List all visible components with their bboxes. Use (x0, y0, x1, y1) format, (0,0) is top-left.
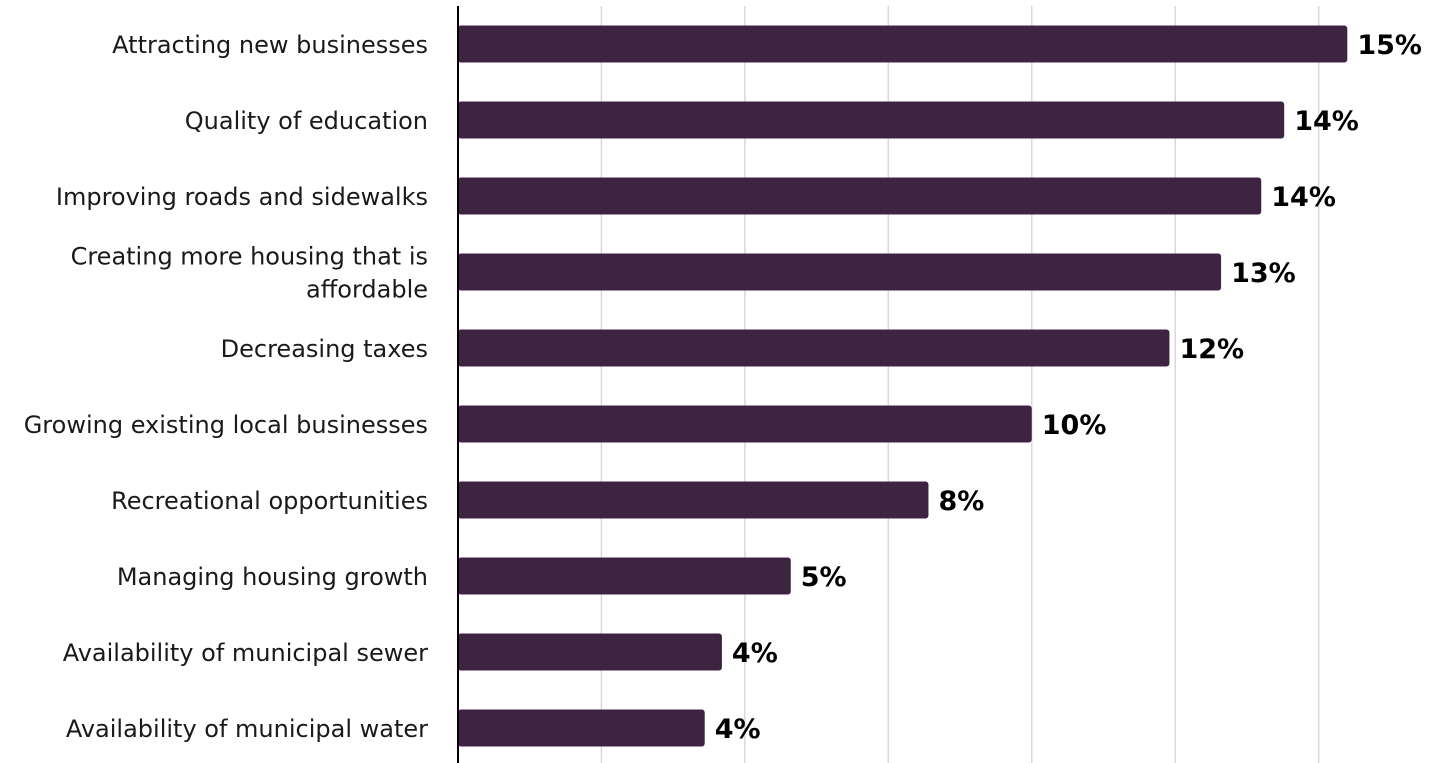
category-label-line: Attracting new businesses (112, 31, 428, 59)
category-label-line: Decreasing taxes (221, 335, 428, 363)
category-label: Availability of municipal sewer (63, 639, 428, 667)
category-label-line: affordable (306, 276, 428, 304)
category-label-line: Availability of municipal sewer (63, 639, 428, 667)
category-label: Decreasing taxes (221, 335, 428, 363)
bars (458, 25, 1348, 747)
category-label-line: Recreational opportunities (111, 487, 428, 515)
value-label: 15% (1357, 30, 1422, 61)
bar (458, 177, 1262, 215)
bar (458, 557, 791, 595)
category-label-line: Improving roads and sidewalks (56, 183, 428, 211)
value-label: 14% (1271, 182, 1336, 213)
bar (458, 101, 1285, 139)
category-label: Quality of education (185, 107, 428, 135)
category-label: Attracting new businesses (112, 31, 428, 59)
bar (458, 481, 929, 519)
bar (458, 405, 1032, 443)
value-label: 8% (938, 486, 984, 517)
category-label: Availability of municipal water (66, 715, 428, 743)
value-label: 5% (801, 562, 847, 593)
category-label: Managing housing growth (117, 563, 428, 591)
category-label-line: Managing housing growth (117, 563, 428, 591)
value-labels: 15% 14% 14% 13% 12% 10% 8% 5% 4% 4% (715, 30, 1422, 745)
category-label-line: Quality of education (185, 107, 428, 135)
category-label-line: Growing existing local businesses (24, 411, 428, 439)
category-label: Improving roads and sidewalks (56, 183, 428, 211)
category-label-line: Creating more housing that is (71, 243, 428, 271)
value-label: 13% (1231, 258, 1296, 289)
value-label: 12% (1179, 334, 1244, 365)
bar (458, 253, 1222, 291)
bar (458, 633, 722, 671)
category-label: Creating more housing that is affordable (71, 243, 428, 304)
value-label: 4% (732, 638, 778, 669)
category-label-line: Availability of municipal water (66, 715, 428, 743)
category-label: Growing existing local businesses (24, 411, 428, 439)
bar (458, 329, 1170, 367)
value-label: 14% (1294, 106, 1359, 137)
bar (458, 709, 705, 747)
bar (458, 25, 1348, 63)
category-label: Recreational opportunities (111, 487, 428, 515)
value-label: 10% (1042, 410, 1107, 441)
category-labels: Attracting new businesses Quality of educ… (24, 31, 428, 743)
value-label: 4% (715, 714, 761, 745)
